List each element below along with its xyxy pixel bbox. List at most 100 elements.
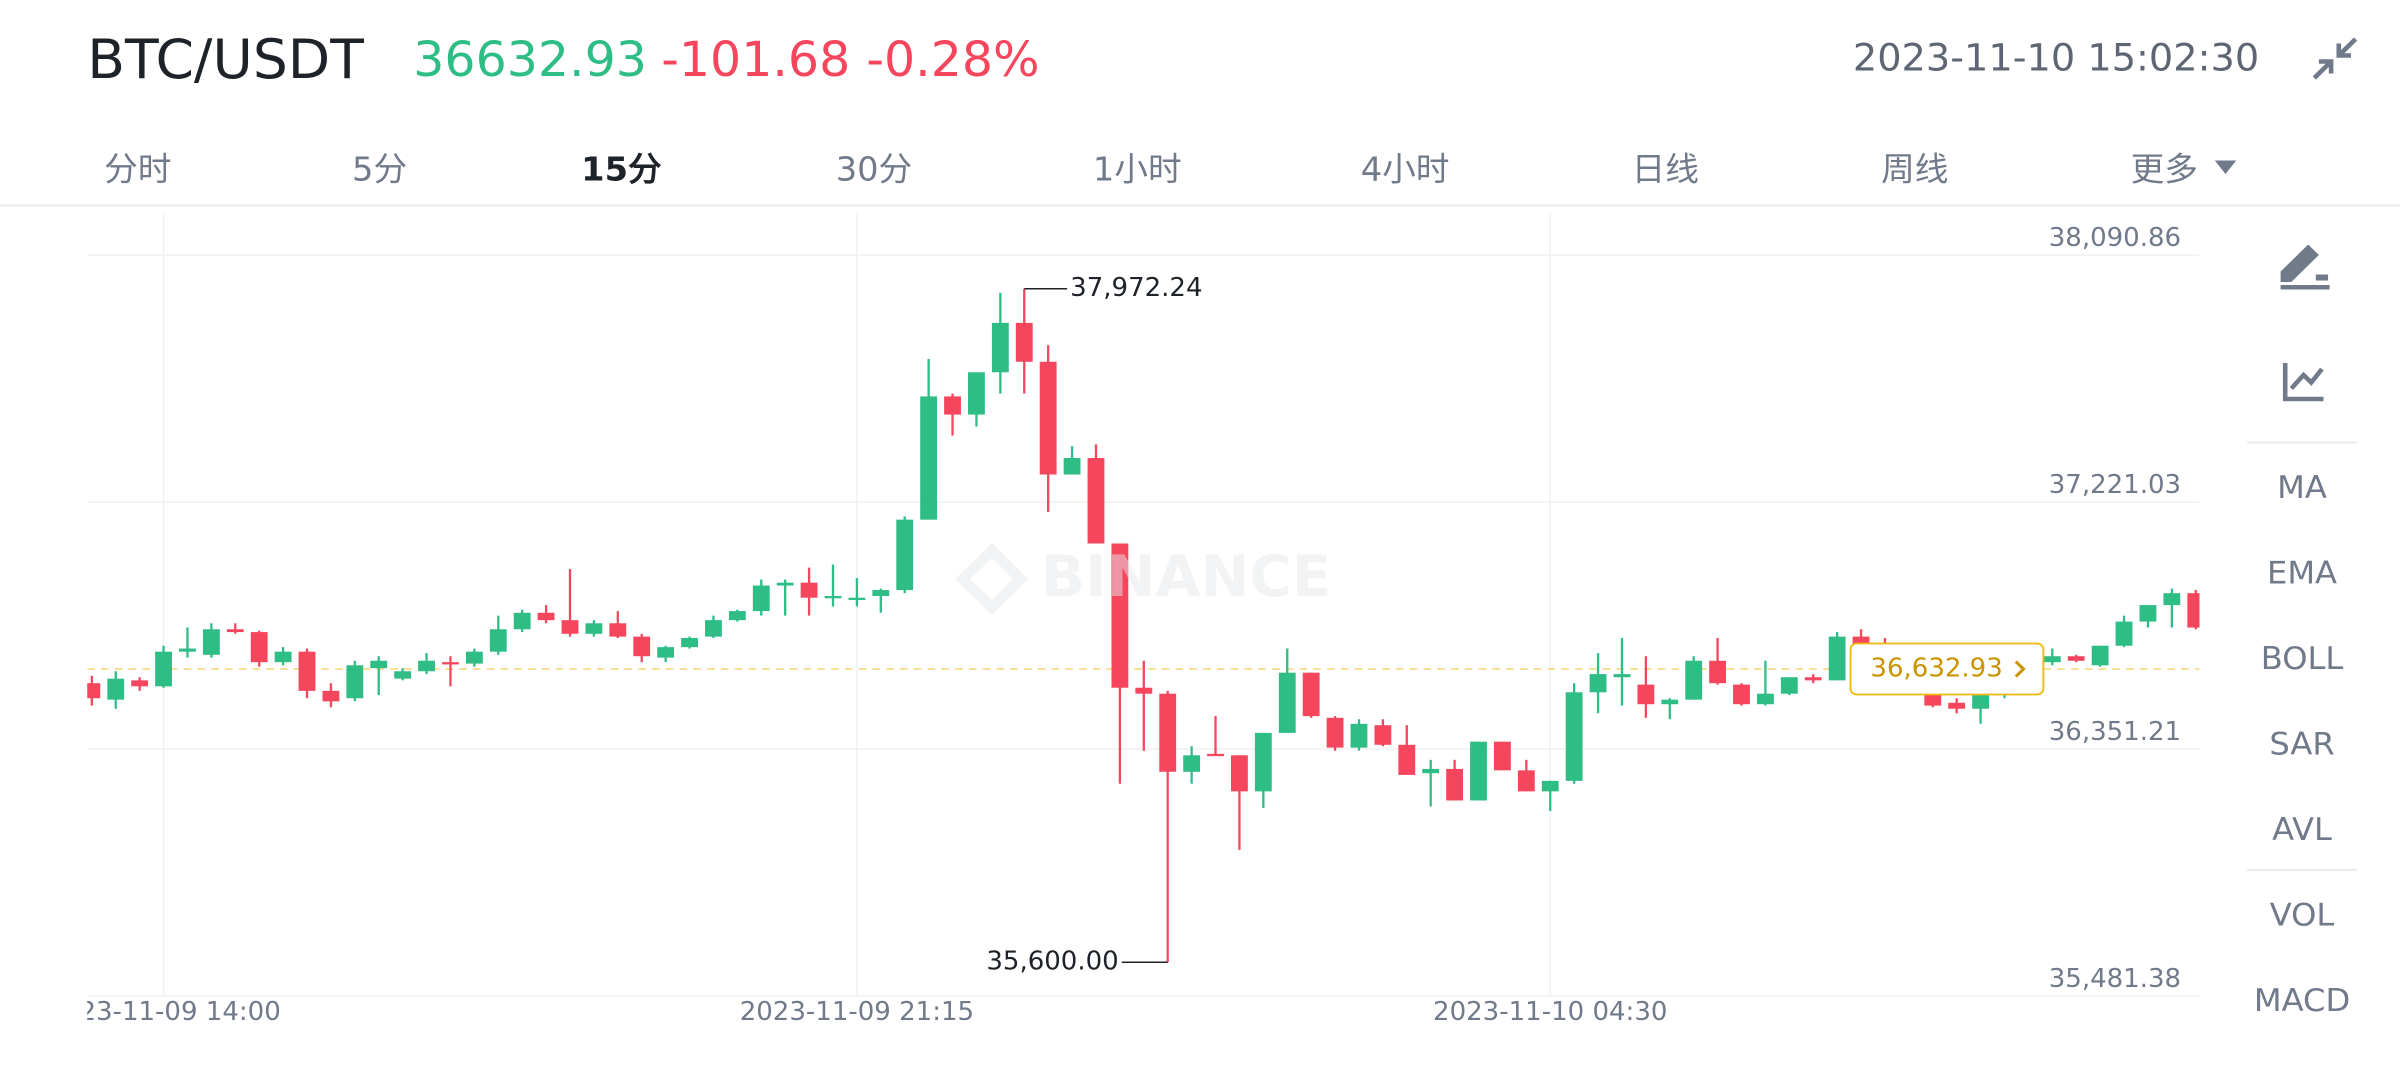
candle-body [824, 596, 842, 599]
candle-body [1948, 702, 1966, 709]
candle-body [1565, 692, 1583, 781]
candle-body [1374, 725, 1392, 745]
candle-body [155, 651, 172, 687]
last-price-badge[interactable] [1849, 642, 2045, 696]
candle-body [705, 620, 722, 637]
candle-body [896, 519, 914, 591]
candle-body [872, 590, 890, 597]
candle-body [370, 660, 388, 669]
candle-body [1828, 636, 1846, 681]
candle-body [394, 671, 412, 679]
candle-body [418, 660, 435, 672]
candle-body [179, 648, 196, 652]
candle-body [752, 585, 770, 612]
indicator-tool-icon[interactable] [2282, 363, 2324, 402]
indicator[interactable]: SAR [2269, 725, 2334, 763]
candle-body [202, 629, 220, 655]
tab[interactable]: 30分 [836, 150, 913, 189]
candle-body [2115, 621, 2133, 646]
candle-body [1087, 458, 1105, 544]
watermark-text: BINANCE [1041, 544, 1332, 610]
candle-body [1852, 636, 1870, 646]
candle-body [87, 683, 101, 699]
candle-body [681, 638, 698, 648]
candle-body [298, 651, 316, 691]
tab[interactable]: 1小时 [1093, 150, 1182, 189]
indicator[interactable]: EMA [2267, 554, 2337, 592]
watermark: BINANCE [955, 543, 1332, 615]
candle-body [1733, 684, 1750, 705]
indicator[interactable]: AVL [2272, 810, 2332, 848]
candle-body [2091, 645, 2109, 666]
candle-body [1685, 660, 1703, 700]
badge-chevron [2014, 660, 2026, 678]
candle-body [107, 678, 125, 700]
tab[interactable]: 周线 [1881, 150, 1948, 189]
tabs: 分时 5分 15分 30分 1小时 4小时 日线 周线 更多 [104, 150, 2237, 189]
candle-body [1422, 768, 1440, 774]
candle-body [537, 612, 555, 621]
candle-body [1517, 770, 1535, 792]
x-tick-label: 2023-11-10 04:30 [1433, 997, 1667, 1027]
candle-body [1231, 755, 1248, 792]
datetime: 2023-11-10 15:02:30 [1853, 36, 2259, 80]
y-tick-label: 35,481.38 [2049, 964, 2181, 994]
dropdown-arrow [2214, 160, 2237, 174]
candle-body [968, 372, 985, 415]
candle-body [346, 665, 364, 699]
candle-body [1302, 672, 1320, 717]
symbol: BTC/USDT [87, 27, 364, 90]
candle-body [226, 629, 244, 633]
candle-body [2139, 605, 2157, 622]
candle-body [1446, 768, 1464, 801]
candle-body [1613, 674, 1631, 678]
y-tick-label: 38,090.86 [2049, 223, 2181, 253]
candle-body [633, 636, 651, 657]
candle-body [1111, 543, 1129, 688]
indicator[interactable]: MACD [2254, 981, 2350, 1019]
candle-body [920, 396, 938, 520]
candle-body [442, 662, 459, 665]
tab[interactable]: 5分 [352, 150, 407, 189]
indicator[interactable]: MA [2277, 468, 2327, 506]
candle-body [1494, 741, 1511, 771]
candle-body [1159, 693, 1177, 772]
tab[interactable]: 日线 [1632, 150, 1699, 189]
candle-body [1326, 717, 1344, 748]
candle-body [1470, 741, 1487, 801]
candle-body [561, 620, 579, 634]
collapse-icon[interactable] [2312, 37, 2358, 80]
tab[interactable]: 更多 [2131, 150, 2198, 189]
candle-body [274, 651, 292, 663]
candle-body [1541, 780, 1559, 792]
candle-body [1972, 695, 1989, 709]
candle-body [609, 623, 627, 637]
indicator[interactable]: BOLL [2261, 639, 2344, 677]
candle-body [1039, 361, 1057, 475]
tab[interactable]: 4小时 [1361, 150, 1450, 189]
candle-body [1804, 677, 1822, 681]
candle-body [776, 582, 794, 586]
candle-body [1015, 322, 1033, 362]
candle-body [1756, 693, 1774, 705]
y-tick-label: 36,351.21 [2049, 717, 2181, 747]
change-pct: -0.28% [866, 32, 1039, 87]
candle-body [585, 623, 603, 634]
candle-body [991, 322, 1009, 373]
candle-body [1637, 684, 1655, 705]
draw-tool-icon[interactable] [2280, 244, 2330, 290]
candle-body [1350, 723, 1368, 748]
candle-body [2163, 593, 2181, 606]
indicator[interactable]: VOL [2270, 896, 2335, 934]
candle-body [2187, 593, 2200, 628]
tab[interactable]: 分时 [104, 150, 171, 189]
candle-body [1398, 744, 1416, 775]
candle-body [1063, 458, 1081, 475]
tab[interactable]: 15分 [581, 150, 662, 189]
last-price-label: 36,632.93 [1870, 654, 2002, 684]
candle-body [489, 629, 507, 652]
candle-body [1709, 660, 1727, 684]
candle-body [1254, 732, 1272, 792]
candle-body [250, 632, 268, 663]
